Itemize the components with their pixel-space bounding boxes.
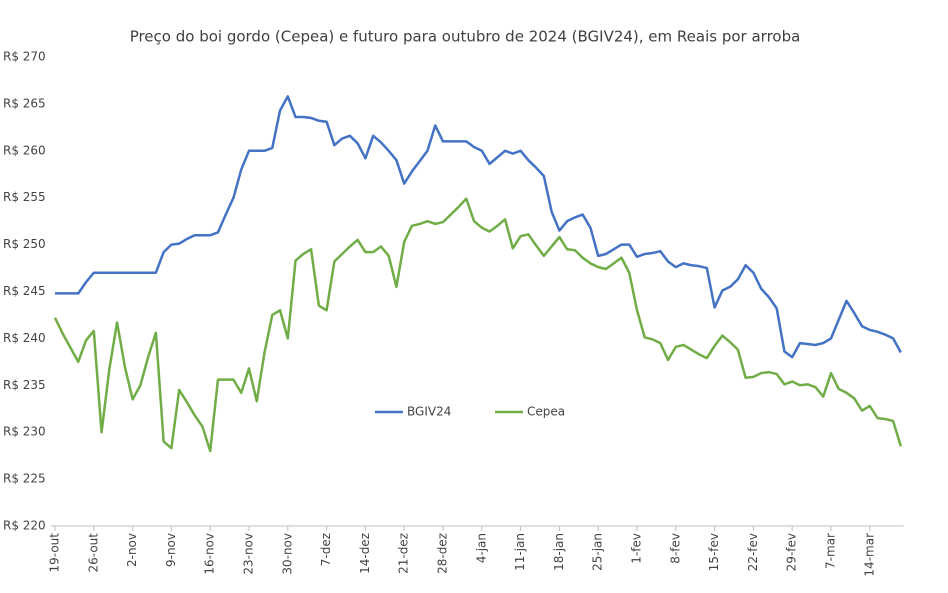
x-tick-label: 19-out: [48, 533, 62, 573]
x-tick-label: 9-nov: [164, 533, 178, 567]
legend-label: BGIV24: [407, 405, 451, 419]
line-series: [53, 197, 903, 453]
x-tick-label: 22-fev: [746, 533, 760, 571]
y-tick-label: R$ 235: [3, 378, 46, 392]
x-tick-label: 4-jan: [474, 533, 488, 563]
y-tick-label: R$ 255: [3, 190, 46, 204]
x-tick-label: 18-jan: [552, 533, 566, 571]
chart-title: Preço do boi gordo (Cepea) e futuro para…: [130, 28, 801, 46]
x-tick-label: 25-jan: [591, 533, 605, 571]
x-tick-label: 11-jan: [513, 533, 527, 571]
y-tick-label: R$ 225: [3, 472, 46, 486]
x-tick-label: 7-mar: [824, 533, 838, 569]
y-tick-label: R$ 265: [3, 96, 46, 110]
y-tick-label: R$ 245: [3, 284, 46, 298]
y-tick-label: R$ 230: [3, 425, 46, 439]
x-tick-label: 23-nov: [242, 533, 256, 575]
y-tick-label: R$ 250: [3, 237, 46, 251]
x-tick-label: 29-fev: [785, 533, 799, 571]
y-tick-label: R$ 270: [3, 50, 46, 64]
x-tick-label: 1-fev: [630, 533, 644, 564]
x-tick-label: 14-mar: [862, 533, 876, 577]
x-tick-label: 8-fev: [668, 533, 682, 564]
x-tick-label: 14-dez: [358, 533, 372, 574]
x-tick-label: 26-out: [86, 533, 100, 573]
y-tick-label: R$ 260: [3, 143, 46, 157]
x-tick-label: 7-dez: [319, 533, 333, 566]
legend-label: Cepea: [527, 405, 565, 419]
y-tick-label: R$ 240: [3, 331, 46, 345]
x-tick-label: 21-dez: [397, 533, 411, 574]
line-series: [55, 95, 902, 359]
x-tick-label: 2-nov: [125, 533, 139, 567]
x-tick-label: 15-fev: [707, 533, 721, 571]
y-tick-label: R$ 220: [3, 519, 46, 533]
x-tick-label: 16-nov: [203, 533, 217, 575]
x-tick-label: 30-nov: [280, 533, 294, 575]
x-tick-label: 28-dez: [436, 533, 450, 574]
